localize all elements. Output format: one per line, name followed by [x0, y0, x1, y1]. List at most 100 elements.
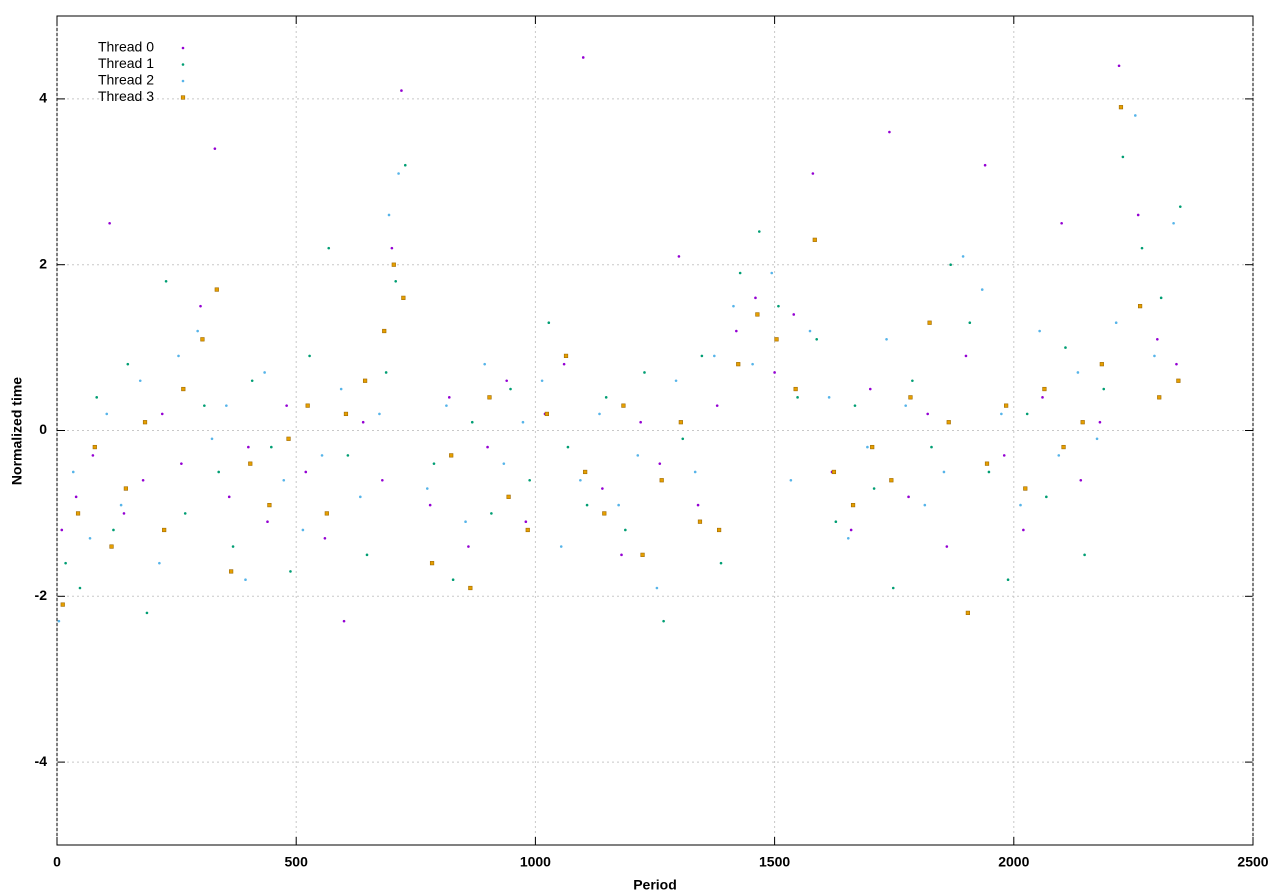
point: [1099, 362, 1104, 367]
point: [250, 379, 254, 383]
point: [425, 487, 429, 490]
point: [643, 371, 646, 374]
point: [681, 437, 685, 441]
point: [908, 395, 913, 400]
point: [965, 610, 970, 615]
point: [180, 462, 183, 465]
point: [78, 586, 82, 590]
point: [738, 271, 742, 275]
point: [196, 329, 199, 333]
point: [624, 528, 627, 532]
point: [470, 420, 474, 424]
point: [868, 387, 872, 391]
point: [213, 147, 217, 150]
point: [831, 469, 837, 475]
point: [735, 329, 738, 333]
point: [346, 454, 350, 457]
point: [715, 404, 719, 407]
point: [1157, 395, 1162, 400]
point: [792, 313, 796, 316]
point: [713, 354, 716, 358]
point: [774, 337, 779, 342]
point: [547, 321, 551, 325]
point: [244, 578, 247, 582]
point: [639, 420, 642, 424]
point: [200, 337, 205, 342]
point: [598, 412, 601, 416]
point: [601, 487, 604, 490]
point: [394, 279, 398, 283]
point: [227, 495, 231, 499]
point: [361, 420, 365, 424]
point: [583, 469, 588, 475]
point: [521, 420, 525, 424]
point: [109, 544, 114, 549]
point: [1134, 114, 1137, 117]
y-tick-label: 0: [39, 421, 47, 437]
y-tick-label: 2: [39, 255, 47, 271]
point: [524, 520, 528, 523]
point: [942, 470, 946, 474]
point: [342, 619, 346, 623]
point: [677, 255, 681, 258]
point: [282, 478, 286, 482]
point: [401, 295, 406, 300]
point: [697, 519, 703, 524]
point: [112, 528, 115, 532]
point: [122, 512, 126, 515]
point: [796, 396, 799, 399]
point: [528, 478, 531, 482]
point: [1098, 420, 1102, 424]
point: [505, 379, 508, 383]
x-axis-label: Period: [633, 877, 677, 893]
point: [1095, 437, 1099, 441]
point: [678, 420, 683, 425]
legend-marker: [181, 79, 185, 83]
point: [339, 387, 343, 391]
point: [64, 561, 67, 565]
point: [487, 395, 492, 400]
point: [655, 586, 659, 590]
point: [659, 478, 664, 483]
point: [604, 396, 608, 399]
x-tick-label: 1000: [520, 854, 551, 870]
point: [1023, 486, 1028, 491]
point: [961, 255, 965, 258]
point: [1006, 578, 1010, 582]
point: [88, 536, 92, 540]
point: [983, 163, 987, 167]
x-tick-label: 500: [285, 854, 309, 870]
point: [1175, 362, 1178, 366]
point: [400, 89, 403, 92]
point: [164, 279, 168, 283]
y-tick-label: -2: [35, 587, 48, 603]
point: [199, 304, 202, 308]
point: [229, 569, 234, 574]
point: [1061, 444, 1066, 450]
point: [320, 454, 324, 457]
point: [964, 354, 968, 358]
point: [544, 411, 549, 417]
point: [1102, 387, 1106, 391]
point: [384, 371, 388, 374]
legend-label: Thread 3: [98, 88, 154, 104]
point: [888, 130, 891, 134]
point: [108, 221, 111, 225]
point: [1004, 403, 1009, 408]
point: [183, 512, 187, 515]
point: [853, 404, 857, 407]
point: [662, 619, 665, 623]
point: [946, 420, 951, 425]
point: [719, 561, 723, 565]
x-tick-label: 0: [53, 854, 61, 870]
point: [620, 553, 623, 557]
point: [1076, 371, 1080, 374]
point: [1153, 354, 1156, 358]
point: [927, 320, 932, 325]
x-tick-label: 2500: [1237, 854, 1268, 870]
y-tick-label: 4: [39, 90, 47, 106]
point: [160, 412, 164, 416]
point: [968, 321, 972, 325]
point: [559, 545, 563, 548]
